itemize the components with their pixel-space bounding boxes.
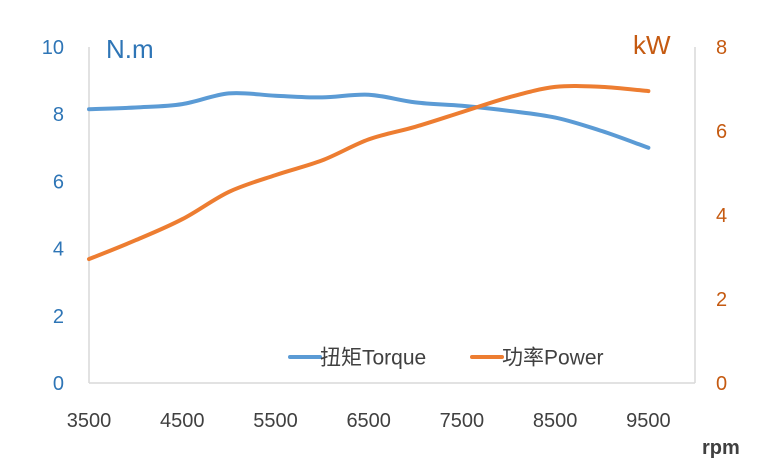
x-tick-label: 3500 — [67, 410, 112, 432]
left-tick-label: 10 — [42, 37, 64, 59]
series-line-torque — [87, 91, 651, 150]
x-tick-label: 6500 — [346, 410, 391, 432]
left-tick-label: 6 — [53, 171, 64, 193]
x-tick-label: 7500 — [440, 410, 485, 432]
right-axis-label: kW — [633, 30, 671, 60]
right-tick-label: 4 — [716, 205, 727, 227]
x-axis-label: rpm — [702, 437, 740, 459]
left-tick-label: 8 — [53, 104, 64, 126]
x-tick-label: 9500 — [626, 410, 671, 432]
series-line-power — [87, 83, 651, 262]
legend: 扭矩Torque 功率Power — [288, 347, 604, 370]
x-tick-label: 4500 — [160, 410, 205, 432]
x-tick-label: 8500 — [533, 410, 578, 432]
legend-label: 扭矩Torque — [320, 347, 426, 370]
legend-label: 功率Power — [502, 347, 604, 370]
right-tick-label: 8 — [716, 37, 727, 59]
left-tick-label: 2 — [53, 306, 64, 328]
left-axis-label: N.m — [106, 34, 154, 64]
left-tick-label: 0 — [53, 373, 64, 395]
x-tick-label: 5500 — [253, 410, 298, 432]
right-tick-label: 2 — [716, 289, 727, 311]
left-tick-label: 4 — [53, 239, 64, 261]
right-tick-label: 6 — [716, 121, 727, 143]
right-tick-label: 0 — [716, 373, 727, 395]
